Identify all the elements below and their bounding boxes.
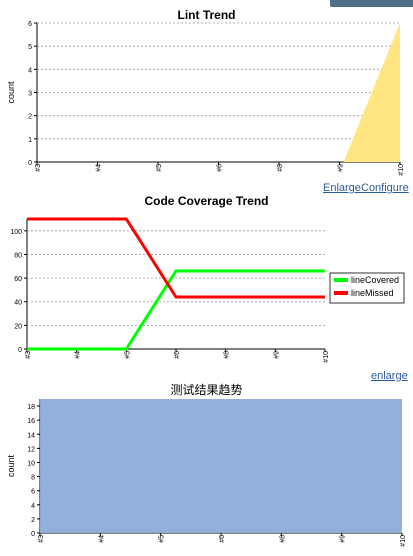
x-tick-label: #3 (25, 351, 32, 359)
test-results-title: 测试结果趋势 (170, 383, 243, 397)
coverage-enlarge-link[interactable]: enlarge (371, 370, 408, 382)
y-axis-label: count (6, 454, 16, 477)
top-button[interactable] (330, 0, 413, 7)
y-tick-label: 0 (18, 347, 22, 354)
legend-swatch-lineMissed (334, 291, 348, 295)
y-tick-label: 2 (28, 114, 32, 121)
x-tick-label: #4 (98, 535, 105, 543)
lint-trend-title: Lint Trend (177, 8, 236, 22)
y-tick-label: 0 (28, 160, 32, 167)
x-tick-label: #10 (400, 535, 407, 547)
y-tick-label: 6 (28, 21, 32, 28)
enlarge-link[interactable]: Enlarge (323, 182, 361, 194)
y-tick-label: 5 (28, 44, 32, 51)
x-tick-label: #10 (323, 351, 330, 363)
x-tick-label: #10 (398, 164, 405, 176)
y-tick-label: 2 (31, 517, 35, 524)
legend-label-lineCovered: lineCovered (351, 275, 399, 285)
x-tick-label: #3 (35, 164, 42, 172)
configure-link[interactable]: Configure (361, 182, 409, 194)
x-tick-label: #9 (273, 351, 280, 359)
y-tick-label: 14 (27, 432, 35, 439)
y-tick-label: 0 (31, 531, 35, 538)
y-tick-label: 4 (28, 67, 32, 74)
y-tick-label: 3 (28, 91, 32, 98)
test-results-area (40, 399, 402, 533)
x-tick-label: #8 (277, 164, 284, 172)
y-tick-label: 40 (14, 300, 22, 307)
y-tick-label: 80 (14, 252, 22, 259)
x-tick-label: #5 (156, 164, 163, 172)
y-tick-label: 12 (27, 446, 35, 453)
y-tick-label: 1 (28, 137, 32, 144)
x-tick-label: #5 (159, 535, 166, 543)
x-tick-label: #5 (124, 351, 131, 359)
y-tick-label: 60 (14, 276, 22, 283)
y-tick-label: 6 (31, 489, 35, 496)
x-tick-label: #6 (174, 351, 181, 359)
x-tick-label: #9 (338, 164, 345, 172)
y-axis-label: count (6, 81, 16, 104)
y-tick-label: 20 (14, 323, 22, 330)
series-line-lineMissed (27, 217, 325, 299)
y-tick-label: 18 (27, 404, 35, 411)
legend-swatch-lineCovered (334, 278, 348, 282)
x-tick-label: #9 (340, 535, 347, 543)
x-tick-label: #4 (96, 164, 103, 172)
x-tick-label: #4 (75, 351, 82, 359)
code-coverage-title: Code Coverage Trend (144, 194, 269, 208)
y-tick-label: 10 (27, 460, 35, 467)
y-tick-label: 4 (31, 503, 35, 510)
y-tick-label: 100 (10, 229, 22, 236)
y-tick-label: 16 (27, 418, 35, 425)
x-tick-label: #6 (217, 164, 224, 172)
legend-label-lineMissed: lineMissed (351, 288, 394, 298)
x-tick-label: #6 (219, 535, 226, 543)
lint-area (343, 23, 400, 162)
x-tick-label: #8 (224, 351, 231, 359)
x-tick-label: #3 (38, 535, 45, 543)
series-line-lineCovered (27, 269, 325, 351)
x-tick-label: #8 (279, 535, 286, 543)
y-tick-label: 8 (31, 475, 35, 482)
